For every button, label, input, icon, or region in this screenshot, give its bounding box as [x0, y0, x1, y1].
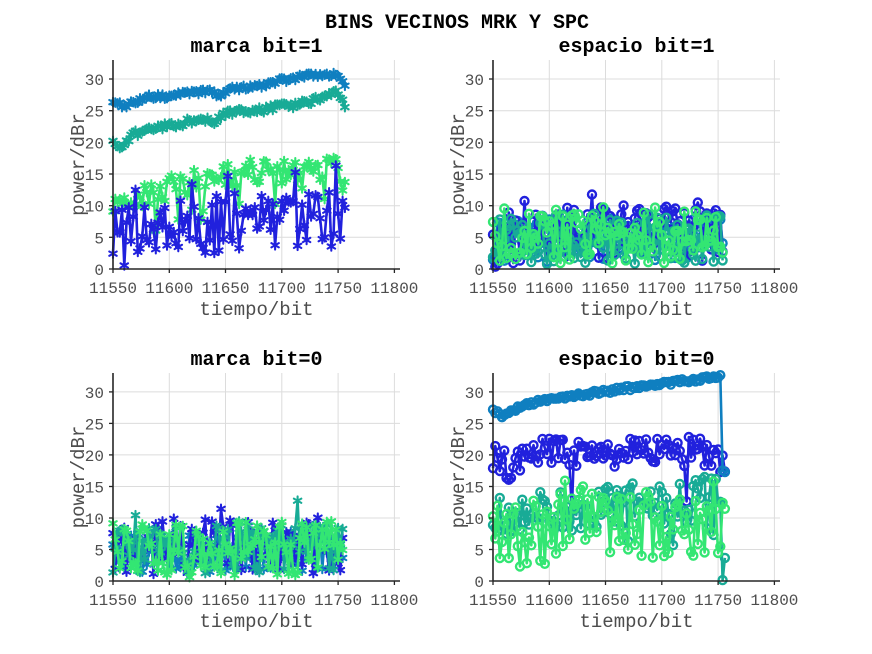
ylabel-marca_bit0: power/dBr [68, 426, 90, 529]
xtick-label-marca_bit0: 11800 [370, 592, 418, 610]
xtick-label-espacio_bit1: 11750 [694, 280, 742, 298]
ytick-label-marca_bit0: 0 [94, 574, 104, 592]
ylabel-espacio_bit1: power/dBr [448, 113, 470, 216]
espacio_bit0-serie-3-verde [487, 475, 731, 572]
axes-marca_bit1 [112, 60, 400, 270]
espacio_bit0-serie-1-azul-acero [487, 370, 731, 478]
xtick-label-marca_bit1: 11700 [258, 280, 306, 298]
ytick-label-espacio_bit1: 30 [465, 72, 484, 90]
xtick-label-marca_bit1: 11600 [145, 280, 193, 298]
tick-marks-espacio_bit1 [489, 78, 776, 273]
axes-espacio_bit1 [492, 60, 780, 270]
ytick-label-espacio_bit0: 15 [465, 480, 484, 498]
subplot-title-espacio_bit1: espacio bit=1 [558, 36, 714, 59]
ytick-label-marca_bit1: 5 [94, 230, 104, 248]
ytick-label-espacio_bit0: 20 [465, 448, 484, 466]
subplot-marca_bit1: 11550 11600 11650 11700 11750 11800 0 5 10 15 20 25… [68, 36, 418, 321]
ytick-label-espacio_bit1: 20 [465, 135, 484, 153]
xtick-label-espacio_bit0: 11800 [750, 592, 798, 610]
marca_bit1-serie-1-azul-acero [108, 67, 350, 113]
marca_bit1-serie-4-azul [108, 160, 350, 271]
tick-marks-marca_bit1 [109, 78, 396, 273]
ytick-label-espacio_bit0: 25 [465, 416, 484, 434]
ytick-label-espacio_bit0: 30 [465, 385, 484, 403]
espacio_bit1-serie-3-verde-markers [487, 202, 728, 269]
espacio_bit0-serie-4-azul [487, 431, 731, 517]
ytick-label-espacio_bit1: 5 [474, 230, 484, 248]
xtick-label-espacio_bit1: 11550 [469, 280, 517, 298]
xtick-label-espacio_bit1: 11650 [581, 280, 629, 298]
xtick-label-espacio_bit0: 11650 [581, 592, 629, 610]
figure-title: BINS VECINOS MRK Y SPC [325, 12, 589, 35]
xtick-label-espacio_bit0: 11750 [694, 592, 742, 610]
xtick-label-marca_bit0: 11550 [89, 592, 137, 610]
ytick-label-marca_bit1: 20 [85, 135, 104, 153]
subplot-title-marca_bit1: marca bit=1 [190, 36, 322, 59]
ytick-label-espacio_bit0: 5 [474, 543, 484, 561]
ytick-label-marca_bit0: 20 [85, 448, 104, 466]
xtick-label-espacio_bit1: 11600 [525, 280, 573, 298]
subplot-espacio_bit0: 11550 11600 11650 11700 11750 11800 0 5 10 15 20 25… [448, 349, 798, 633]
xtick-label-marca_bit0: 11700 [258, 592, 306, 610]
espacio_bit0-serie-4-azul-markers [487, 431, 731, 517]
xtick-label-espacio_bit0: 11700 [638, 592, 686, 610]
xtick-label-marca_bit1: 11800 [370, 280, 418, 298]
xtick-label-espacio_bit0: 11550 [469, 592, 517, 610]
ylabel-marca_bit1: power/dBr [68, 113, 90, 216]
xtick-label-marca_bit1: 11550 [89, 280, 137, 298]
xlabel-marca_bit0: tiempo/bit [199, 611, 313, 633]
ytick-label-marca_bit1: 10 [85, 199, 104, 217]
ytick-label-espacio_bit0: 10 [465, 511, 484, 529]
espacio_bit0-serie-3-verde-markers [487, 475, 731, 572]
ytick-label-marca_bit1: 30 [85, 72, 104, 90]
tick-marks-espacio_bit0 [489, 391, 776, 585]
xlabel-espacio_bit1: tiempo/bit [579, 299, 693, 321]
ytick-label-espacio_bit1: 0 [474, 262, 484, 280]
ytick-label-marca_bit0: 5 [94, 543, 104, 561]
xtick-label-marca_bit0: 11750 [314, 592, 362, 610]
xtick-label-espacio_bit1: 11800 [750, 280, 798, 298]
subplot-espacio_bit1: 11550 11600 11650 11700 11750 11800 0 5 10 15 20 25… [448, 36, 798, 321]
xtick-label-marca_bit1: 11650 [201, 280, 249, 298]
ytick-label-espacio_bit1: 25 [465, 104, 484, 122]
axes-espacio_bit0 [492, 373, 780, 582]
tick-marks-marca_bit0 [109, 391, 396, 585]
subplot-title-marca_bit0: marca bit=0 [190, 349, 322, 372]
xtick-label-marca_bit0: 11600 [145, 592, 193, 610]
ytick-label-marca_bit1: 15 [85, 167, 104, 185]
ylabel-espacio_bit0: power/dBr [448, 426, 470, 529]
ytick-label-espacio_bit1: 10 [465, 199, 484, 217]
ytick-label-marca_bit1: 25 [85, 104, 104, 122]
ytick-label-marca_bit0: 30 [85, 385, 104, 403]
ytick-label-marca_bit0: 25 [85, 416, 104, 434]
ytick-label-marca_bit0: 10 [85, 511, 104, 529]
xtick-label-marca_bit0: 11650 [201, 592, 249, 610]
espacio_bit0-serie-1-azul-acero-markers [487, 370, 731, 478]
xtick-label-espacio_bit1: 11700 [638, 280, 686, 298]
ytick-label-marca_bit0: 15 [85, 480, 104, 498]
xtick-label-espacio_bit0: 11600 [525, 592, 573, 610]
ytick-label-espacio_bit1: 15 [465, 167, 484, 185]
ytick-label-marca_bit1: 0 [94, 262, 104, 280]
ytick-label-espacio_bit0: 0 [474, 574, 484, 592]
espacio_bit1-serie-3-verde-line [491, 206, 724, 265]
axes-marca_bit0 [112, 373, 400, 582]
xlabel-espacio_bit0: tiempo/bit [579, 611, 693, 633]
espacio_bit1-serie-3-verde [487, 202, 728, 269]
subplot-marca_bit0: 11550 11600 11650 11700 11750 11800 0 5 10 15 20 25… [68, 349, 418, 633]
subplot-title-espacio_bit0: espacio bit=0 [558, 349, 714, 372]
xlabel-marca_bit1: tiempo/bit [199, 299, 313, 321]
xtick-label-marca_bit1: 11750 [314, 280, 362, 298]
